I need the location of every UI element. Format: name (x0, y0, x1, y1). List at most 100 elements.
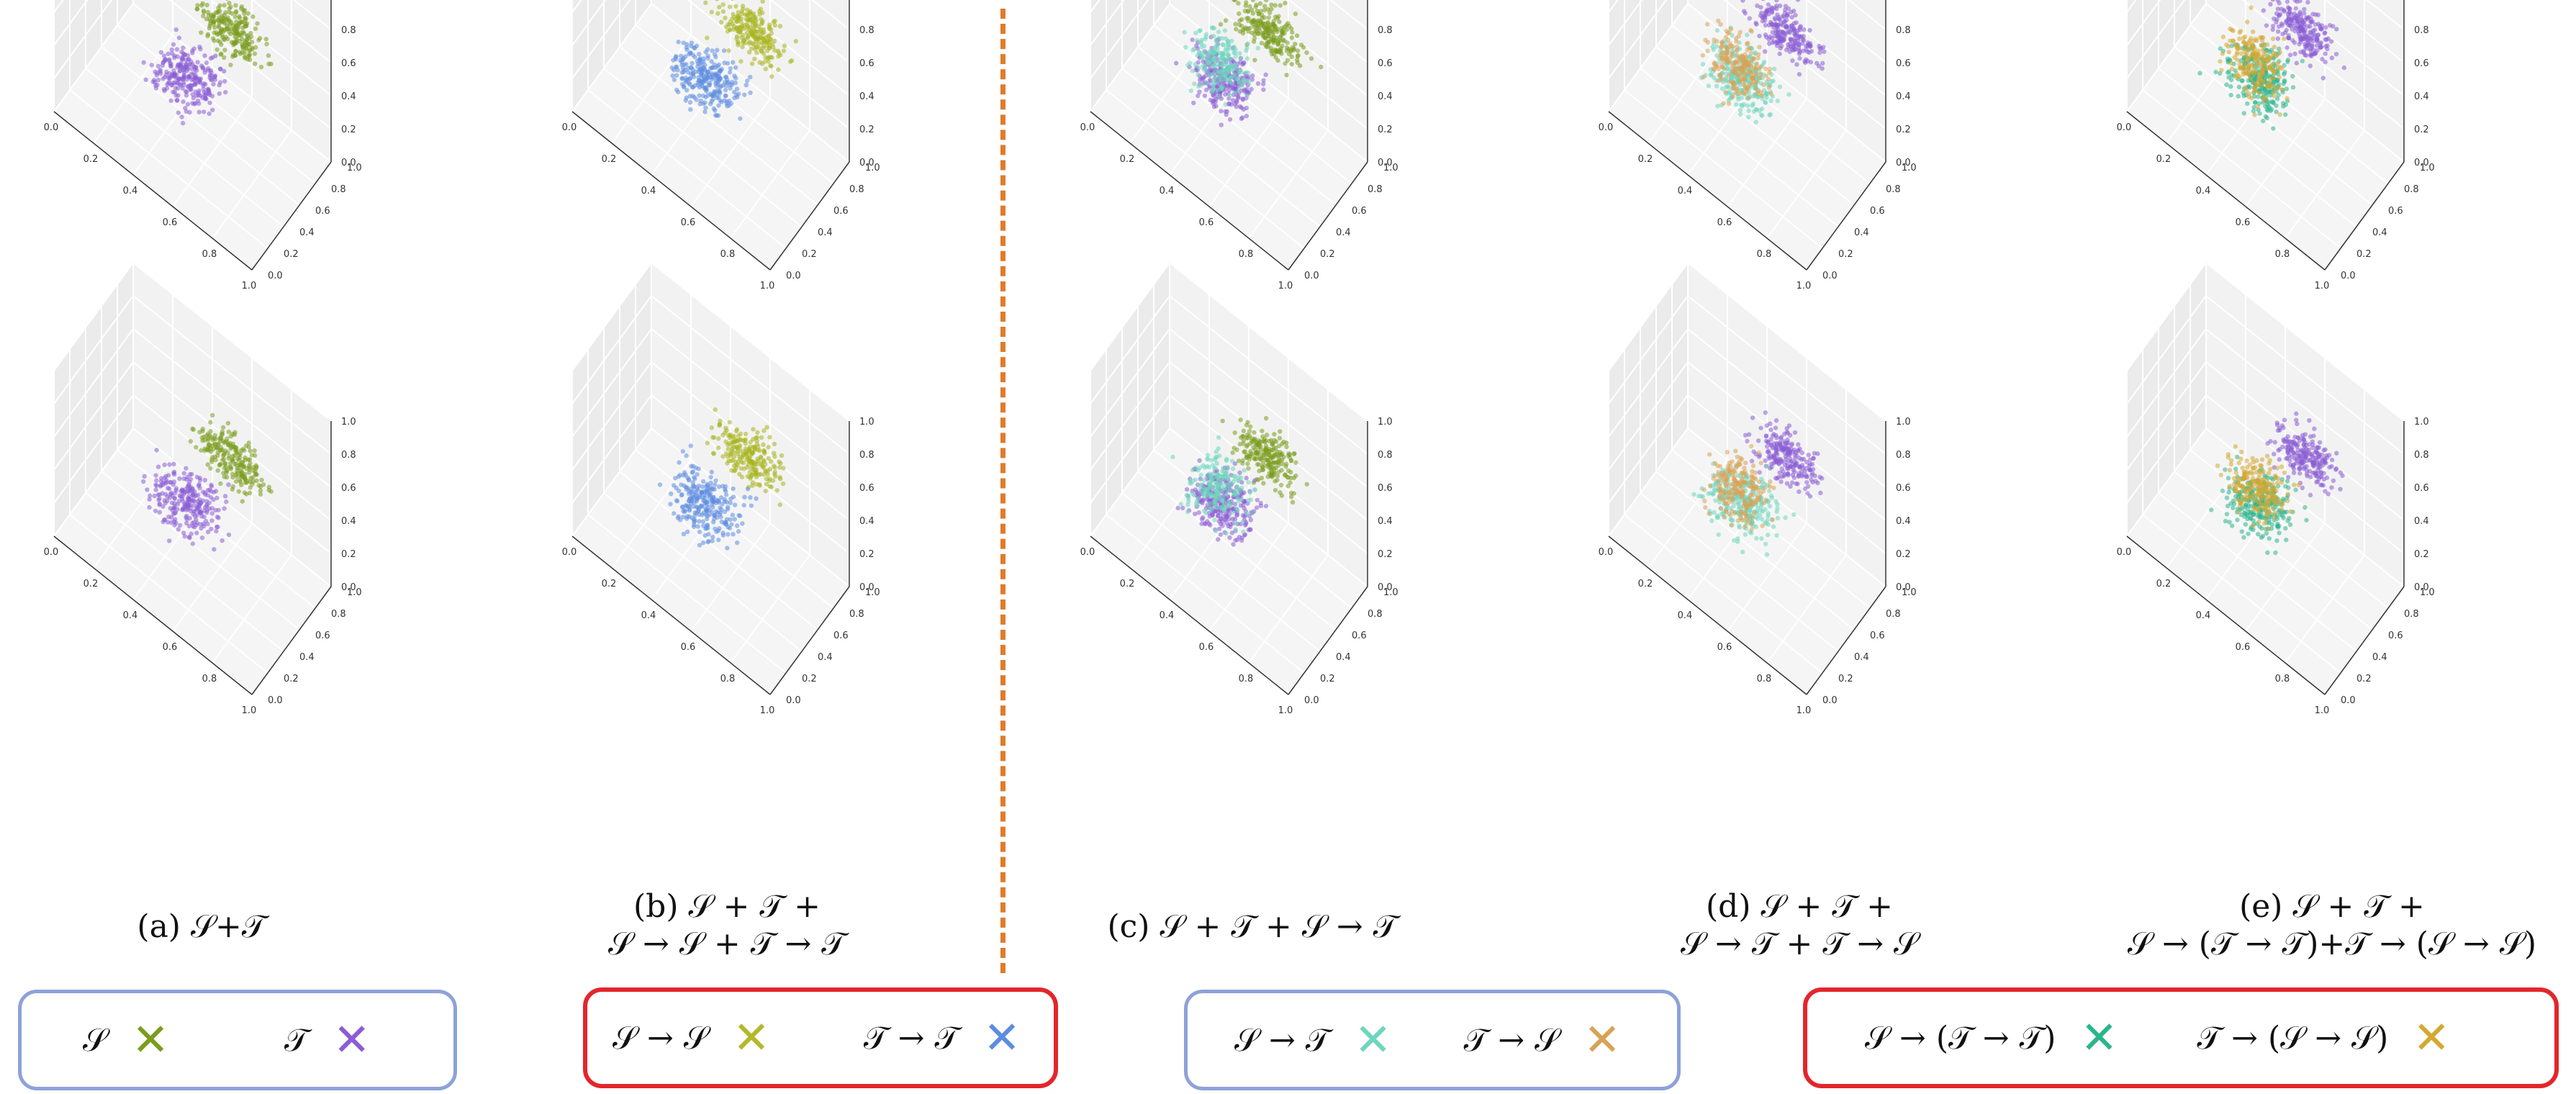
scatter-point (197, 506, 202, 512)
y-tick-label: 1.0 (347, 587, 362, 598)
scatter-point (191, 489, 197, 494)
scatter-point (1790, 58, 1795, 63)
scatter-point (1785, 13, 1790, 19)
scatter-point (709, 469, 715, 475)
scatter-point (1203, 35, 1208, 40)
scatter-point (1226, 503, 1231, 509)
scatter-point (710, 435, 715, 440)
scatter-point (755, 430, 760, 435)
scatter-point (1730, 32, 1735, 38)
scatter-point (153, 473, 158, 478)
scatter-point (1223, 77, 1229, 82)
scatter-point (1231, 44, 1237, 50)
z-tick-label: 0.0 (1378, 158, 1393, 168)
scatter-point (2298, 24, 2303, 30)
z-tick-label: 0.4 (1896, 91, 1911, 102)
scatter-point (2253, 100, 2258, 105)
grid-line (53, 0, 89, 46)
scatter-point (670, 73, 675, 78)
grid-line (85, 68, 284, 227)
scatter-point (234, 447, 239, 452)
scatter-point (227, 22, 232, 27)
scatter-point (220, 429, 225, 435)
scatter-point (728, 65, 733, 71)
scatter-point (1261, 81, 1266, 86)
scatter-point (1724, 84, 1729, 90)
grid-line (53, 3, 134, 112)
x-tick-label: 0.2 (1120, 579, 1135, 589)
scatter-point (2250, 29, 2256, 35)
scatter-point (689, 65, 694, 71)
scatter-point (657, 482, 663, 487)
scatter-point (1719, 55, 1725, 60)
scatter-point (766, 444, 771, 450)
scatter-point (1714, 27, 1720, 33)
scatter-point (2225, 56, 2231, 61)
scatter-point (1229, 81, 1234, 86)
scatter-point (1745, 48, 1750, 53)
scatter-point (1280, 29, 1285, 34)
scatter-point (1789, 14, 1794, 20)
scatter-point (2271, 80, 2277, 86)
scatter-point (697, 78, 702, 83)
y-tick-label: 0.2 (802, 249, 817, 260)
scatter-point (170, 507, 175, 513)
scatter-point (222, 506, 227, 511)
x-tick-label: 0.2 (1638, 154, 1653, 165)
scatter-point (740, 4, 746, 9)
scatter-point (1193, 511, 1198, 517)
scatter-point (202, 109, 207, 114)
scatter-point (695, 58, 700, 63)
scatter-point (1246, 466, 1251, 471)
scatter-point (2320, 76, 2326, 81)
z-tick-label: 0.2 (341, 125, 356, 135)
scatter-point (2322, 30, 2328, 35)
scatter-point (1221, 42, 1226, 48)
scatter-point (157, 510, 163, 515)
scatter-point (2229, 43, 2234, 48)
scatter-point (1199, 50, 1205, 55)
scatter-point (242, 8, 248, 13)
scatter-point (234, 38, 239, 44)
scatter-point (217, 91, 222, 96)
scatter-point (190, 541, 196, 546)
scatter-point (671, 483, 677, 488)
scatter-point (735, 14, 740, 19)
y-tick-label: 0.8 (331, 609, 346, 620)
scatter-point (1714, 53, 1719, 58)
scatter-point (233, 461, 239, 466)
grid-line (53, 328, 134, 438)
scatter-point (1289, 35, 1295, 40)
scatter-point (1757, 33, 1762, 39)
scatter-point (1269, 474, 1274, 479)
scatter-point (719, 19, 724, 24)
scatter-point (703, 85, 708, 90)
scatter-point (222, 78, 227, 84)
grid-line (1608, 0, 1643, 46)
x-tick-label: 1.0 (760, 705, 775, 716)
scatter-point (1278, 48, 1283, 53)
scatter-point (1718, 22, 1723, 27)
scatter-point (1794, 41, 1800, 47)
scatter-point (720, 433, 726, 438)
scatter-point (2251, 80, 2256, 85)
scatter-point (759, 49, 764, 54)
scatter-point (739, 9, 745, 14)
scatter-point (163, 492, 168, 497)
scatter-point (1248, 424, 1253, 430)
z-tick-label: 0.6 (1378, 58, 1393, 69)
scatter-point (726, 22, 731, 27)
scatter-point (1737, 107, 1743, 113)
scatter-point (176, 527, 181, 532)
y-tick-label: 1.0 (865, 587, 880, 598)
scatter-point (745, 487, 751, 492)
y-tick-label: 0.6 (315, 630, 330, 641)
scatter-point (712, 482, 718, 487)
scatter-point (264, 41, 269, 47)
scatter-point (147, 497, 152, 502)
scatter-point (1203, 73, 1208, 78)
scatter-point (1820, 65, 1825, 71)
scatter-point (226, 482, 231, 487)
scatter-point (230, 484, 236, 489)
scatter-point (760, 10, 765, 15)
